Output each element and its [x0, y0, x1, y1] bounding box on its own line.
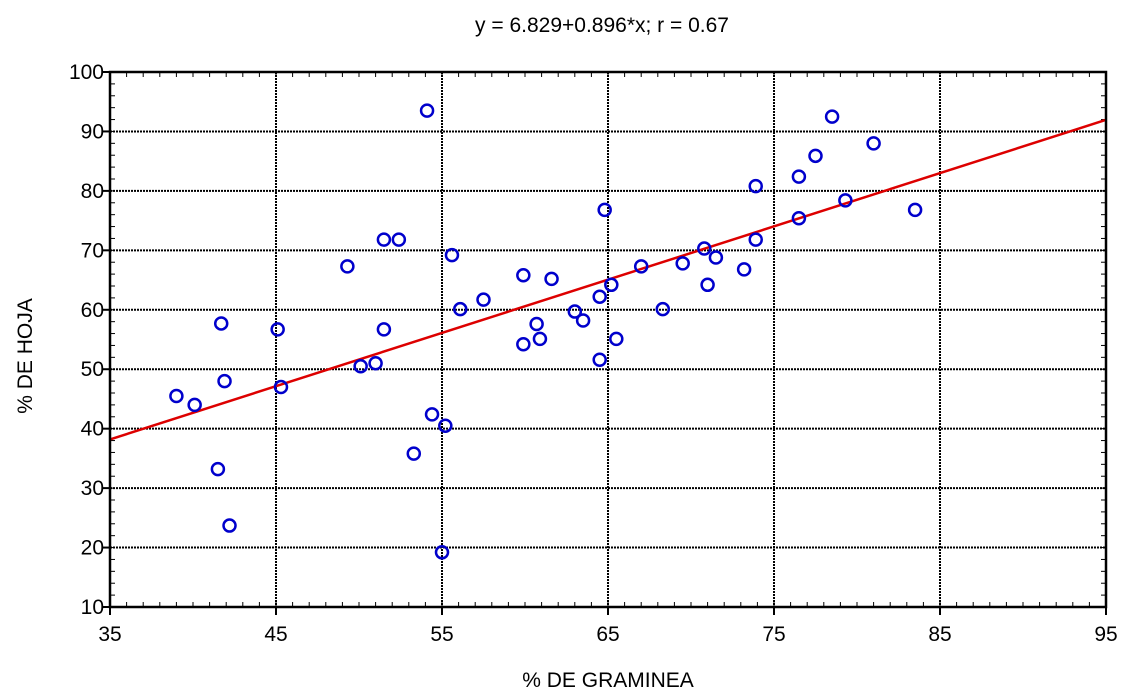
data-point: [604, 277, 619, 293]
y-axis-title: % DE HOJA: [14, 298, 37, 414]
data-point: [907, 202, 923, 218]
data-point: [748, 178, 763, 194]
data-point: [391, 232, 407, 247]
data-point: [419, 103, 435, 118]
data-point: [824, 109, 840, 124]
data-point: [222, 518, 237, 533]
data-point: [708, 250, 724, 265]
data-point: [434, 545, 450, 560]
data-point: [270, 322, 285, 337]
data-point: [791, 169, 807, 184]
data-point: [187, 397, 202, 413]
data-point: [438, 418, 453, 433]
data-point: [368, 356, 383, 371]
data-point: [544, 271, 559, 287]
plot-frame: [108, 70, 1108, 609]
data-point: [575, 313, 591, 328]
x-axis-title: % DE GRAMINEA: [522, 669, 694, 692]
data-point: [633, 259, 649, 274]
data-point: [353, 359, 368, 374]
data-point: [213, 316, 229, 331]
y-tick-label: 80: [81, 180, 104, 203]
y-tick-label: 30: [81, 477, 104, 500]
data-point: [376, 232, 392, 247]
data-point: [210, 461, 226, 477]
y-tick-label: 100: [69, 61, 104, 84]
data-point: [453, 301, 468, 317]
data-point: [516, 268, 531, 283]
data-point: [609, 331, 624, 347]
data-point: [866, 136, 881, 151]
y-tick-label: 10: [81, 596, 104, 619]
data-point: [748, 232, 763, 247]
x-tick-label: 75: [762, 623, 785, 646]
data-point: [476, 292, 491, 307]
x-tick-label: 65: [596, 623, 619, 646]
data-point: [655, 301, 671, 317]
x-tick-label: 95: [1094, 623, 1117, 646]
data-points: [169, 103, 923, 560]
chart-title: y = 6.829+0.896*x; r = 0.67: [475, 14, 729, 37]
data-point: [529, 316, 544, 332]
data-point: [532, 331, 548, 347]
data-point: [340, 259, 355, 274]
y-tick-label: 70: [81, 239, 104, 262]
data-point: [592, 352, 607, 367]
data-point: [597, 202, 612, 218]
data-point: [697, 241, 712, 256]
data-point: [376, 322, 392, 337]
x-tick-label: 45: [264, 623, 287, 646]
data-point: [444, 247, 460, 263]
grid-lines: [110, 72, 1106, 607]
x-tick-label: 35: [98, 623, 121, 646]
x-tick-label: 55: [430, 623, 453, 646]
data-point: [217, 373, 232, 389]
data-point: [736, 262, 752, 277]
data-point: [808, 148, 823, 164]
y-tick-label: 50: [81, 358, 104, 381]
data-point: [424, 407, 440, 422]
data-point: [516, 337, 531, 352]
data-point: [791, 210, 807, 226]
data-point: [675, 256, 690, 271]
y-tick-label: 40: [81, 418, 104, 441]
data-point: [567, 304, 583, 319]
data-point: [406, 446, 422, 461]
data-point: [169, 388, 184, 404]
data-point: [700, 277, 715, 293]
data-point: [273, 379, 289, 395]
y-tick-label: 20: [81, 537, 104, 560]
x-tick-label: 85: [928, 623, 951, 646]
y-tick-label: 60: [81, 299, 104, 322]
data-point: [838, 193, 853, 208]
y-axis-ticks: 10 20 30 40 50 60 70 80 90 100: [69, 61, 1106, 619]
y-tick-label: 90: [81, 120, 104, 143]
data-point: [592, 289, 607, 304]
